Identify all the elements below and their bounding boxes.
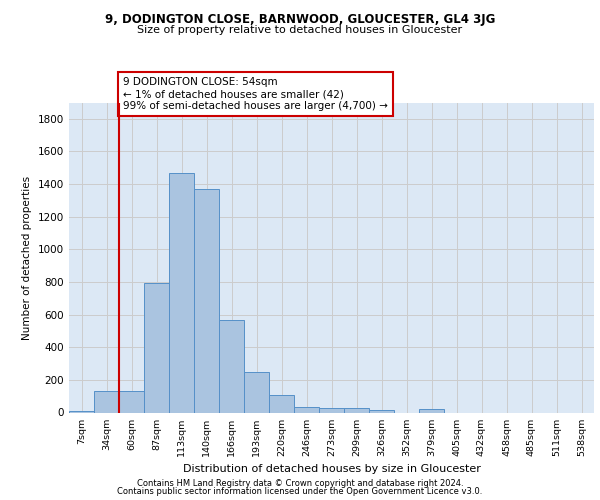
Bar <box>69 411 94 412</box>
Bar <box>194 189 219 412</box>
Bar <box>319 408 344 412</box>
Bar <box>169 172 194 412</box>
Bar <box>219 320 244 412</box>
Bar <box>119 392 144 412</box>
Text: Size of property relative to detached houses in Gloucester: Size of property relative to detached ho… <box>137 25 463 35</box>
Text: 9 DODINGTON CLOSE: 54sqm
← 1% of detached houses are smaller (42)
99% of semi-de: 9 DODINGTON CLOSE: 54sqm ← 1% of detache… <box>123 78 388 110</box>
Text: 9, DODINGTON CLOSE, BARNWOOD, GLOUCESTER, GL4 3JG: 9, DODINGTON CLOSE, BARNWOOD, GLOUCESTER… <box>105 12 495 26</box>
Bar <box>419 409 444 412</box>
Bar <box>369 410 394 412</box>
Bar <box>294 407 319 412</box>
Text: Contains HM Land Registry data © Crown copyright and database right 2024.: Contains HM Land Registry data © Crown c… <box>137 478 463 488</box>
Text: Contains public sector information licensed under the Open Government Licence v3: Contains public sector information licen… <box>118 487 482 496</box>
Bar <box>344 408 369 412</box>
Bar <box>269 394 294 412</box>
Y-axis label: Number of detached properties: Number of detached properties <box>22 176 32 340</box>
Bar <box>94 392 119 412</box>
X-axis label: Distribution of detached houses by size in Gloucester: Distribution of detached houses by size … <box>182 464 481 474</box>
Bar <box>244 372 269 412</box>
Bar <box>144 283 169 412</box>
